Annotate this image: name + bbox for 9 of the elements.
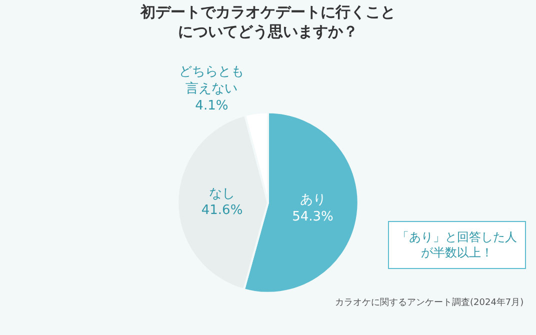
slice-label: どちらとも言えない xyxy=(179,64,244,96)
data-label: 54.3% xyxy=(292,210,334,225)
slice-label: なし xyxy=(209,186,236,202)
slice-label: あり xyxy=(300,192,326,208)
data-label: 4.1% xyxy=(195,98,228,114)
text: 「あり」と回答した人が半数以上！ xyxy=(397,230,517,260)
data-label: 41.6% xyxy=(201,203,243,218)
chart-title: 初デートでカラオケデートに行くことについてどう思いますか？ xyxy=(140,2,396,40)
text: カラオケに関するアンケート調査(2024年7月) xyxy=(335,297,524,308)
